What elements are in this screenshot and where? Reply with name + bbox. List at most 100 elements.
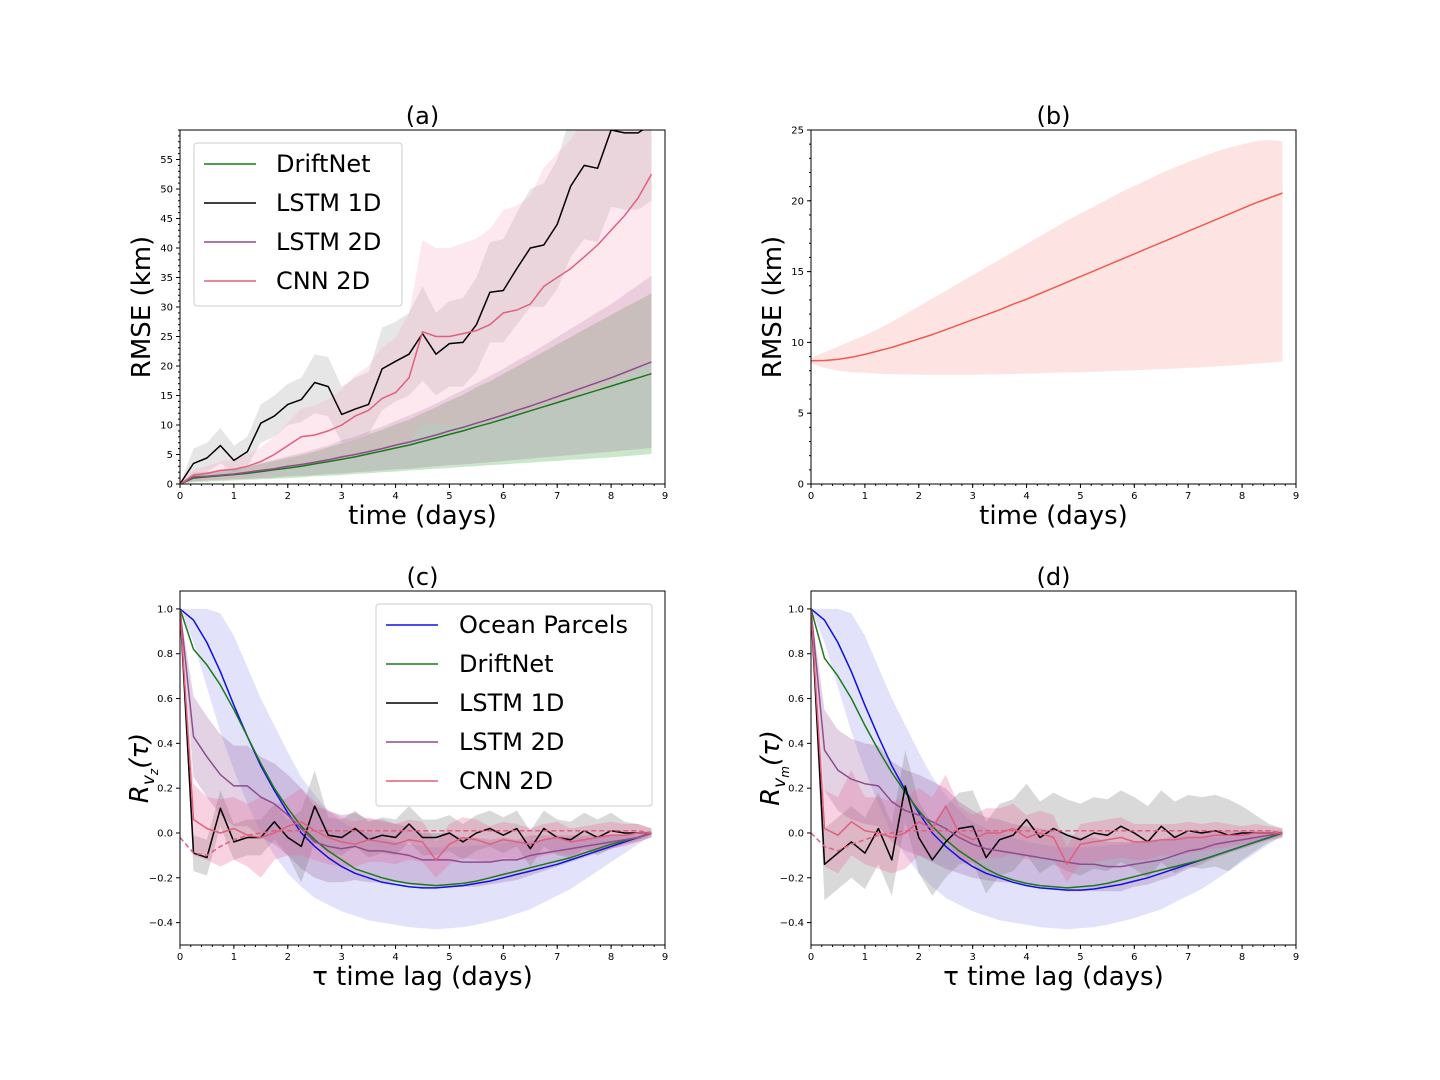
y-tick-label: −0.2 [149,873,173,884]
band-a-lstm-2d [180,275,652,484]
y-axis-label-a: RMSE (km) [127,236,157,378]
band-a-cnn-2d [180,130,652,484]
y-label-symbol: R [756,788,786,806]
x-axis-label-b: time (days) [979,501,1128,531]
x-tick-label: 0 [177,491,183,502]
x-tick-label: 6 [1131,491,1137,502]
plot-area-d [811,608,1283,930]
y-tick-label: 10 [160,421,173,432]
x-tick-label: 7 [554,491,560,502]
y-tick-label: 45 [160,214,173,225]
line-c-ocean-parcels [180,608,652,889]
y-axis-label-b: RMSE (km) [758,236,788,378]
legend-box [375,603,653,807]
y-tick-label: 10 [791,338,804,349]
y-tick-label: 0.8 [157,649,173,660]
legend-a: DriftNet LSTM 1D LSTM 2D CNN 2D [193,142,403,307]
x-tick-label: 4 [392,952,398,963]
band-c-lstm-2d [180,608,652,887]
y-tick-label: −0.4 [780,918,804,929]
x-tick-label: 6 [500,491,506,502]
chart-b: 0 1 2 3 4 5 6 7 8 9 0 5 10 15 20 25 (b) time (days) RMSE (… [758,102,1299,531]
x-tick-label: 8 [608,491,614,502]
y-tick-label: 25 [791,126,804,137]
x-tick-label: 9 [662,952,668,963]
x-axis-label-a: time (days) [348,501,497,531]
y-axis-label-c: Rvz(τ) [125,733,161,803]
legend-label: DriftNet [276,150,371,178]
y-tick-label: −0.2 [780,873,804,884]
y-tick-label: 55 [160,155,173,166]
legend-label: LSTM 1D [459,689,564,717]
line-c-dashed [180,829,652,857]
line-d-dashed [811,829,1283,852]
band-a-driftnet [180,293,652,484]
x-tick-label: 9 [1293,952,1299,963]
legend-label: LSTM 1D [276,189,381,217]
x-tick-label: 2 [916,952,922,963]
x-tick-label: 4 [392,491,398,502]
y-tick-label: 40 [160,244,173,255]
y-tick-label: 35 [160,273,173,284]
chart-title-c: (c) [407,563,439,591]
band-b-series [811,139,1283,375]
y-tick-label: 20 [791,196,804,207]
y-tick-label: 25 [160,332,173,343]
line-a-lstm-2d [180,361,652,484]
legend-label: LSTM 2D [459,728,564,756]
y-tick-label: 30 [160,303,173,314]
plot-area-a [180,130,653,484]
axes-frame-d [810,590,1297,946]
x-tick-label: 1 [862,491,868,502]
legend-box [193,142,403,307]
legend-label: LSTM 2D [276,228,381,256]
x-tick-label: 4 [1023,952,1029,963]
line-a-driftnet [180,372,652,484]
x-tick-label: 1 [862,952,868,963]
axes-frame-c [179,590,666,946]
x-axis-label-c: τ time lag (days) [312,962,533,992]
x-tick-label: 8 [1239,491,1245,502]
legend-label: CNN 2D [276,267,370,295]
line-a-cnn-2d [180,173,653,484]
plot-area-c [180,608,652,930]
x-tick-label: 3 [969,952,975,963]
y-tick-label: 1.0 [788,604,804,615]
x-tick-label: 1 [231,491,237,502]
x-tick-label: 7 [554,952,560,963]
line-c-cnn-2d [180,608,652,861]
band-c-cnn-2d [180,608,652,878]
y-tick-label: 15 [791,267,804,278]
y-tick-label: 1.0 [157,604,173,615]
line-b-dashed [811,192,1283,362]
band-d-ocean-parcels [811,608,1283,930]
band-d-cnn-2d [811,608,1283,883]
x-tick-label: 0 [177,952,183,963]
x-tick-label: 3 [338,491,344,502]
line-d-cnn-2d [811,608,1283,866]
legend-label: DriftNet [459,650,554,678]
chart-title-b: (b) [1037,102,1071,130]
y-tick-label: 0.0 [788,828,804,839]
y-tick-label: 0.2 [157,784,173,795]
y-tick-label: 20 [160,362,173,373]
y-label-tail: (τ) [756,730,786,766]
y-tick-label: 5 [167,450,173,461]
y-tick-label: 0 [167,480,173,491]
y-tick-label: 0.4 [157,739,173,750]
y-axis-label-d: Rvm(τ) [756,730,792,806]
x-tick-label: 4 [1023,491,1029,502]
x-tick-label: 0 [808,952,814,963]
x-tick-label: 7 [1185,491,1191,502]
y-tick-label: 0.6 [157,694,173,705]
x-tick-label: 5 [446,952,452,963]
line-d-driftnet [811,608,1283,889]
line-c-lstm-2d [180,608,652,863]
x-tick-label: 9 [1293,491,1299,502]
chart-title-d: (d) [1037,563,1071,591]
y-tick-label: −0.4 [149,918,173,929]
x-tick-label: 2 [285,952,291,963]
y-tick-label: 15 [160,391,173,402]
y-tick-label: 0.8 [788,649,804,660]
